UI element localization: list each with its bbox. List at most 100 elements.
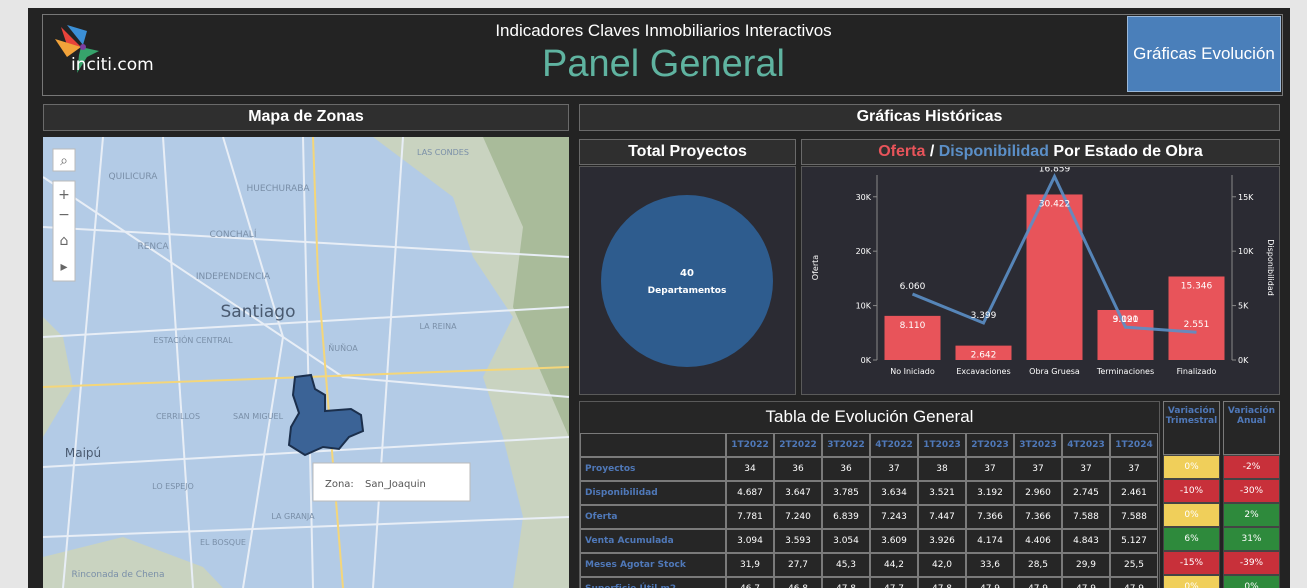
chart-title-part: Oferta (878, 143, 925, 160)
table-cell: 7.781 (726, 505, 774, 529)
map-place-label: Santiago (221, 302, 296, 322)
y2-axis-title: Disponibilidad (1266, 239, 1275, 296)
row-label: Venta Acumulada (580, 529, 726, 553)
value-label: 2.642 (971, 351, 997, 361)
map-place-label: SAN MIGUEL (233, 412, 284, 421)
table-cell: 27,7 (774, 553, 822, 577)
table-cell: 7.366 (966, 505, 1014, 529)
table-cell: 2.960 (1014, 481, 1062, 505)
y2-tick-label: 10K (1238, 247, 1254, 256)
table-panel: Tabla de Evolución General 1T20222T20223… (579, 401, 1160, 588)
variation-cell: -2% (1223, 455, 1280, 479)
table-cell: 25,5 (1110, 553, 1158, 577)
variation-cell: 0% (1163, 503, 1220, 527)
table-corner (580, 433, 726, 457)
total-circle (601, 195, 773, 367)
tooltip-label: Zona: (325, 479, 354, 490)
table-cell: 3.192 (966, 481, 1014, 505)
table-cell: 4.687 (726, 481, 774, 505)
table-cell: 7.447 (918, 505, 966, 529)
map-place-label: ESTACIÓN CENTRAL (153, 334, 233, 345)
map-place-label: EL BOSQUE (200, 538, 246, 547)
y2-tick-label: 15K (1238, 193, 1254, 202)
map-place-label: LO ESPEJO (152, 482, 194, 491)
page: { "header": { "logo": "inciti.com", "tit… (0, 0, 1307, 588)
row-label: Meses Agotar Stock (580, 553, 726, 577)
table-cell: 33,6 (966, 553, 1014, 577)
table-cell: 37 (1062, 457, 1110, 481)
table-cell: 7.588 (1110, 505, 1158, 529)
value-label: 3.399 (971, 311, 997, 321)
value-label: 3.020 (1113, 315, 1139, 325)
x-tick-label: Obra Gruesa (1029, 367, 1080, 376)
map-header: Mapa de Zonas (43, 104, 569, 131)
chart-title-part: Disponibilidad (939, 143, 1049, 160)
value-label: 30.422 (1039, 199, 1071, 209)
chart-panel: 0K10K20K30K0K5K10K15KOfertaDisponibilida… (801, 166, 1280, 395)
table-cell: 47,9 (966, 577, 1014, 588)
row-label: Superficie Útil m2 (580, 577, 726, 588)
row-label: Oferta (580, 505, 726, 529)
table-cell: 37 (1014, 457, 1062, 481)
value-label: 6.060 (900, 282, 926, 292)
y2-tick-label: 0K (1238, 356, 1249, 365)
evolution-button[interactable]: Gráficas Evolución (1127, 16, 1281, 92)
y2-tick-label: 5K (1238, 302, 1249, 311)
svg-text:+: + (58, 187, 70, 203)
variation-cell: -39% (1223, 551, 1280, 575)
table-cell: 2.745 (1062, 481, 1110, 505)
chart-header: Oferta / Disponibilidad Por Estado de Ob… (801, 139, 1280, 165)
map-place-label: Maipú (65, 446, 101, 460)
table-cell: 3.593 (774, 529, 822, 553)
table-cell: 7.366 (1014, 505, 1062, 529)
chart-title-part: Por Estado de Obra (1053, 143, 1202, 160)
table-cell: 7.588 (1062, 505, 1110, 529)
table-cell: 37 (870, 457, 918, 481)
variation-cell: -30% (1223, 479, 1280, 503)
x-tick-label: Excavaciones (956, 367, 1010, 376)
variation-cell: 31% (1223, 527, 1280, 551)
row-label: Disponibilidad (580, 481, 726, 505)
table-cell: 29,9 (1062, 553, 1110, 577)
table-cell: 47,8 (822, 577, 870, 588)
total-value: 40 (680, 268, 694, 279)
svg-text:⌂: ⌂ (60, 233, 69, 249)
total-svg: 40 Departamentos (580, 167, 795, 394)
table-cell: 4.174 (966, 529, 1014, 553)
table-cell: 37 (966, 457, 1014, 481)
map-place-label: CERRILLOS (156, 412, 200, 421)
table-cell: 3.094 (726, 529, 774, 553)
y-axis-title: Oferta (811, 255, 820, 280)
table-cell: 28,5 (1014, 553, 1062, 577)
table-cell: 3.054 (822, 529, 870, 553)
x-tick-label: Terminaciones (1096, 367, 1154, 376)
table-cell: 47,9 (1110, 577, 1158, 588)
table-cell: 7.240 (774, 505, 822, 529)
table-cell: 47,9 (1014, 577, 1062, 588)
variation-cell: 2% (1223, 503, 1280, 527)
map-place-label: LA REINA (419, 322, 457, 331)
svg-text:−: − (58, 207, 70, 223)
table-cell: 3.521 (918, 481, 966, 505)
table-cell: 46,8 (774, 577, 822, 588)
table-cell: 44,2 (870, 553, 918, 577)
table-cell: 7.243 (870, 505, 918, 529)
total-header: Total Proyectos (579, 139, 796, 165)
column-header: 2T2022 (774, 433, 822, 457)
variation-header: Variación Anual (1223, 401, 1280, 455)
column-header: 1T2023 (918, 433, 966, 457)
variation-cell: 0% (1223, 575, 1280, 588)
value-label: 15.346 (1181, 281, 1213, 291)
table-cell: 46,7 (726, 577, 774, 588)
total-unit: Departamentos (648, 286, 727, 296)
table-cell: 37 (1110, 457, 1158, 481)
table-cell: 6.839 (822, 505, 870, 529)
header-title: Indicadores Claves Inmobiliarios Interac… (43, 21, 1284, 41)
map: ⌕+−⌂▸ QUILICURAHUECHURABACONCHALÍRENCAIN… (43, 137, 569, 588)
table-cell: 3.785 (822, 481, 870, 505)
value-label: 2.551 (1184, 320, 1210, 330)
y-tick-label: 10K (856, 302, 872, 311)
